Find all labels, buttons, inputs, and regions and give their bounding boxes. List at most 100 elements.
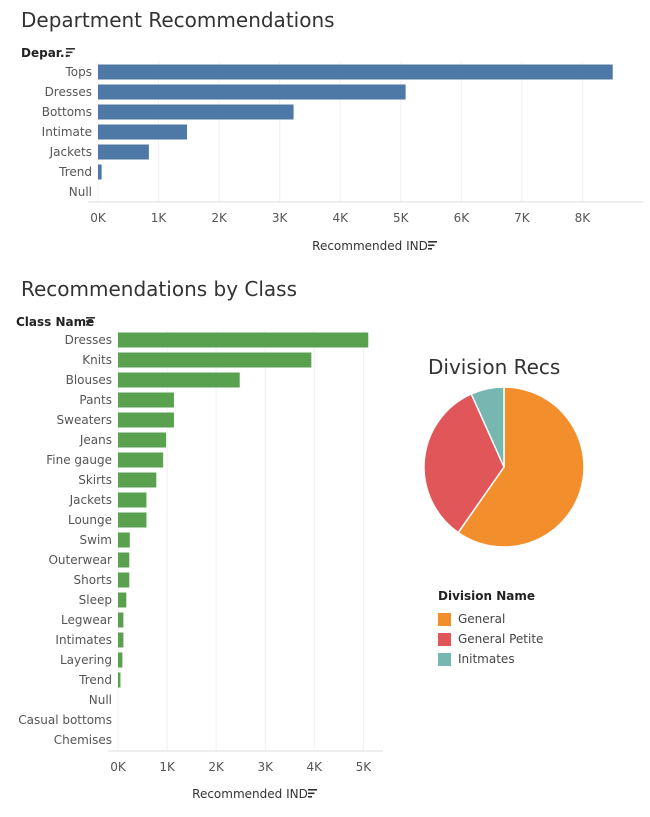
pie-slice-general-petite [423,392,505,534]
class-label-blouses: Blouses [66,373,112,387]
class-label-skirts: Skirts [78,473,112,487]
class-bar-sleep [118,592,127,608]
pie-slice-initmates [470,386,505,468]
dept-label-dresses: Dresses [45,85,92,99]
dept-xlabel: Recommended IND [312,239,428,253]
class-bar-swim [118,532,130,548]
class-xtick-0: 0K [110,760,127,774]
dept-xtick-3: 3K [272,211,289,225]
class-bar-outerwear [118,552,130,568]
class-bar-skirts [118,472,157,488]
class-xlabel: Recommended IND [192,787,308,801]
dept-xtick-0: 0K [90,211,107,225]
class-label-fine-gauge: Fine gauge [46,453,112,467]
dept-xtick-4: 4K [332,211,349,225]
dept-header-sort-icon-mid [66,51,73,54]
dept-bar-dresses [98,84,406,100]
class-bar-layering [118,652,123,668]
dept-xtick-6: 6K [454,211,471,225]
class-bar-legwear [118,612,124,628]
dept-bar-tops [98,64,613,80]
class-xtick-4: 4K [307,760,324,774]
class-label-intimates: Intimates [55,633,112,647]
class-label-swim: Swim [80,533,112,547]
class-bar-lounge [118,512,147,528]
class-bar-trend [118,672,121,688]
dept-axis-header: Depar.. [21,46,69,60]
legend-label-general: General [458,612,506,626]
dept-bar-trend [98,164,102,180]
class-header-sort-icon-mid [86,320,93,323]
dept-xtick-1: 1K [151,211,168,225]
class-xlabel-sort-icon [308,789,317,791]
class-bar-jeans [118,432,167,448]
class-bar-dresses [118,332,369,348]
legend-swatch-general-petite [438,632,451,646]
dept-label-intimate: Intimate [42,125,92,139]
dept-bar-intimate [98,124,188,140]
dept-header-sort-icon [66,48,75,50]
class-bar-pants [118,392,174,408]
legend-label-initmates: Initmates [458,652,515,666]
legend-title: Division Name [438,589,536,603]
dept-xtick-8: 8K [575,211,592,225]
dept-xlabel-sort-icon-low [428,248,432,250]
class-chart-title: Recommendations by Class [21,277,298,301]
class-bar-fine-gauge [118,452,164,468]
class-xtick-3: 3K [257,760,274,774]
pie-slice-general [457,386,585,548]
dept-label-bottoms: Bottoms [42,105,92,119]
class-label-chemises: Chemises [54,733,112,747]
dept-xlabel-sort-icon [428,241,437,243]
legend-swatch-general [438,612,451,626]
class-xlabel-sort-icon-mid [308,792,315,795]
class-label-layering: Layering [60,653,112,667]
class-axis-header: Class Name [16,315,94,329]
class-label-trend: Trend [78,673,112,687]
class-xtick-1: 1K [159,760,176,774]
class-xlabel-sort-icon-low [308,796,312,798]
class-label-legwear: Legwear [61,613,112,627]
class-bar-intimates [118,632,124,648]
dept-bar-jackets [98,144,149,160]
legend-swatch-initmates [438,652,451,666]
dept-xlabel-sort-icon-mid [428,244,435,247]
class-label-outerwear: Outerwear [48,553,112,567]
dept-label-jackets: Jackets [49,145,92,159]
class-bar-knits [118,352,312,368]
dept-xtick-7: 7K [514,211,531,225]
class-label-null: Null [89,693,112,707]
legend-item-general[interactable]: General [438,609,543,629]
dept-label-tops: Tops [64,65,92,79]
class-label-sweaters: Sweaters [57,413,112,427]
class-label-sleep: Sleep [79,593,112,607]
dept-xtick-2: 2K [211,211,228,225]
class-bar-sweaters [118,412,174,428]
class-label-pants: Pants [79,393,112,407]
class-header-sort-icon-low [86,324,90,326]
dept-label-trend: Trend [58,165,92,179]
class-label-dresses: Dresses [65,333,112,347]
dept-header-sort-icon-low [66,55,70,57]
division-chart-title: Division Recs [428,355,561,379]
dept-xtick-5: 5K [393,211,410,225]
class-label-casual-bottoms: Casual bottoms [18,713,112,727]
legend-item-initmates[interactable]: Initmates [438,649,543,669]
dept-bar-bottoms [98,104,294,120]
class-bar-blouses [118,372,240,388]
class-bar-shorts [118,572,130,588]
class-bar-jackets [118,492,147,508]
class-label-knits: Knits [82,353,112,367]
class-label-lounge: Lounge [68,513,112,527]
department-chart-title: Department Recommendations [21,8,335,32]
class-header-sort-icon [86,317,95,319]
legend-item-general-petite[interactable]: General Petite [438,629,543,649]
dept-label-null: Null [69,185,92,199]
class-label-jeans: Jeans [79,433,112,447]
class-xtick-5: 5K [356,760,373,774]
legend-label-general-petite: General Petite [458,632,544,646]
division-legend: Division Name General General Petite Ini… [438,589,543,669]
class-label-shorts: Shorts [74,573,112,587]
class-xtick-2: 2K [208,760,225,774]
